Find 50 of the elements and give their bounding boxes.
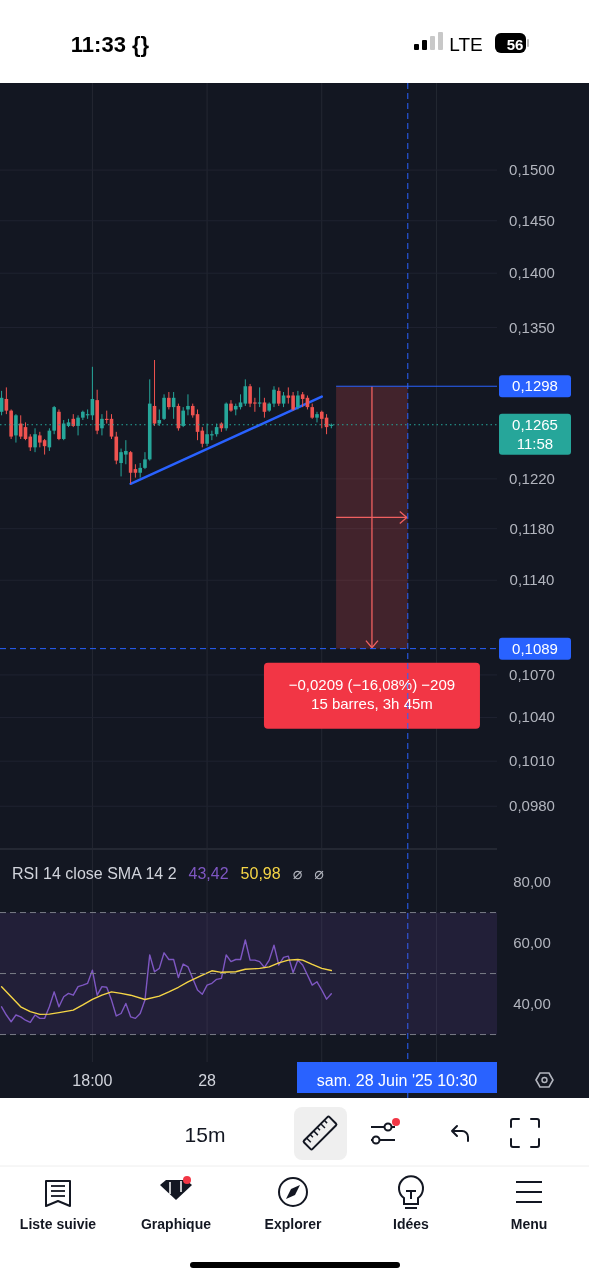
candlestick xyxy=(257,386,262,408)
x-tick-label: 28 xyxy=(198,1072,217,1089)
candlestick xyxy=(167,391,171,410)
annotation: ⌀ xyxy=(314,865,325,882)
y-tick-label: 0,1070 xyxy=(509,665,555,683)
text: LTE xyxy=(449,34,483,55)
candlestick xyxy=(33,427,37,453)
line-series xyxy=(0,939,333,1024)
y-tick-label: 0,1010 xyxy=(509,752,555,770)
y-tick-label: 0,0980 xyxy=(509,797,555,815)
candlestick xyxy=(143,451,147,470)
text: 15m xyxy=(184,1123,226,1146)
text: RSI 14 close SMA 14 2 xyxy=(12,865,177,882)
y-tick-label: 0,1140 xyxy=(509,571,555,589)
candlestick xyxy=(276,386,281,407)
y-tick-label: 0,1180 xyxy=(509,519,555,537)
text: 56 xyxy=(506,36,524,53)
text: Menu xyxy=(510,1216,548,1232)
y-tick-label: 0,1220 xyxy=(509,469,555,487)
measure-label: −0,0209 (−16,08%) −209 15 barres, 3h 45m xyxy=(263,662,480,729)
annotation: 43,42 xyxy=(188,865,229,882)
y-tick-label: 0,1450 xyxy=(509,211,555,229)
y-tick-label: 0,1040 xyxy=(509,708,555,726)
text: Liste suivie xyxy=(19,1216,97,1232)
y-tick-label: 60,00 xyxy=(513,934,551,952)
ref-line-label: 0,1298 xyxy=(512,377,558,395)
ref-line-label: sam. 28 Juin '25 10:30 xyxy=(316,1072,478,1089)
y-tick-label: 0,1500 xyxy=(509,161,555,179)
candlestick xyxy=(186,393,190,416)
x-tick-label: 18:00 xyxy=(72,1072,113,1089)
text: Idées xyxy=(393,1216,430,1232)
y-tick-label: 80,00 xyxy=(513,873,551,891)
candlestick xyxy=(18,414,23,440)
candlestick xyxy=(272,385,276,408)
candlestick xyxy=(296,390,300,410)
annotation: ⌀ xyxy=(292,865,303,882)
annotation: 50,98 xyxy=(240,865,281,882)
ref-line-label: 0,1089 xyxy=(512,639,558,657)
candlestick xyxy=(291,391,295,412)
y-tick-label: 0,1400 xyxy=(509,264,555,282)
y-tick-label: 0,1350 xyxy=(509,318,555,336)
candlestick xyxy=(162,393,166,421)
line-series xyxy=(0,958,333,1016)
text: 11:33 {} xyxy=(70,32,150,57)
candlestick xyxy=(315,411,319,423)
y-tick-label: 40,00 xyxy=(513,995,551,1013)
ref-line-label: 0,1265 11:58 xyxy=(512,415,558,453)
text: Graphique xyxy=(140,1216,212,1232)
annotation: −0,0209 (−16,08%) −209 15 barres, 3h 45m xyxy=(288,675,456,713)
text: Explorer xyxy=(264,1216,322,1232)
